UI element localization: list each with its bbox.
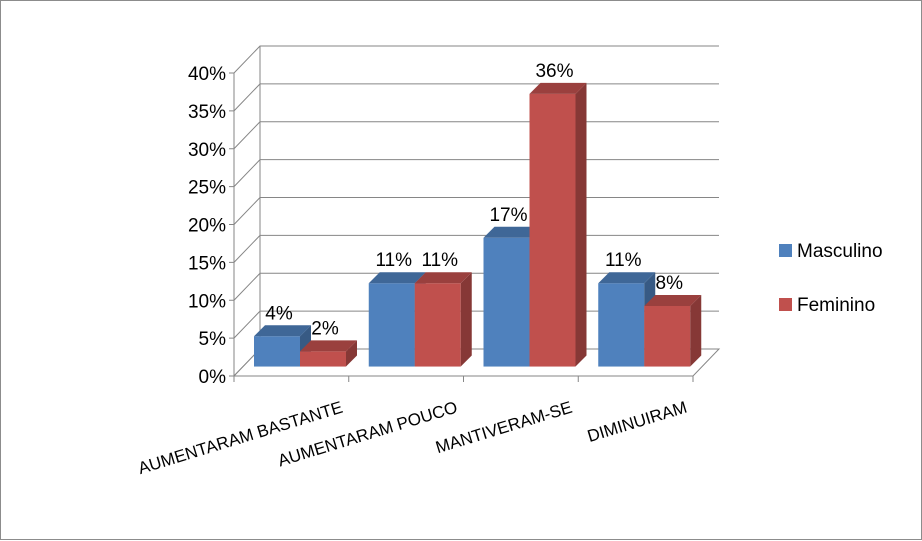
- bar-feminino-side: [690, 294, 702, 367]
- y-tick-label: 25%: [188, 178, 226, 199]
- y-tick-label: 5%: [199, 329, 227, 350]
- gridline: [233, 45, 719, 74]
- bar-feminino-side: [346, 340, 357, 367]
- data-label: 36%: [535, 61, 573, 82]
- data-label: 11%: [421, 250, 458, 271]
- data-label: 8%: [656, 273, 684, 294]
- data-label: 17%: [489, 205, 527, 226]
- bar-feminino-top: [300, 340, 357, 352]
- bar-masculino-front: [598, 283, 645, 367]
- bar-feminino-front: [529, 93, 576, 367]
- y-tick-label: 0%: [199, 367, 227, 388]
- gridline: [233, 83, 719, 112]
- bar-feminino-top: [529, 82, 587, 94]
- bar-masculino-front: [368, 283, 415, 367]
- bar-feminino-side: [575, 82, 587, 367]
- legend-label-masculino: Masculino: [797, 241, 883, 262]
- bar-masculino-top: [483, 226, 541, 238]
- data-label: 2%: [311, 318, 339, 339]
- bar-feminino-top: [644, 294, 702, 306]
- gridline: [233, 234, 719, 263]
- bar-masculino-front: [483, 237, 530, 367]
- y-tick-label: 40%: [188, 64, 226, 85]
- y-tick-label: 35%: [188, 102, 226, 123]
- data-label: 11%: [375, 250, 412, 271]
- category-label: DIMINUIRAM: [585, 398, 689, 446]
- legend-swatch-masculino: [779, 244, 792, 257]
- y-tick-label: 10%: [188, 291, 226, 312]
- category-label: AUMENTARAM BASTANTE: [136, 398, 345, 478]
- bar-feminino-front: [300, 351, 346, 367]
- data-label: 11%: [605, 250, 642, 271]
- bar-masculino-front: [254, 336, 300, 367]
- bar-feminino-front: [414, 283, 461, 367]
- gridline: [233, 159, 719, 187]
- bar-masculino-top: [598, 272, 656, 284]
- bar-feminino-top: [414, 272, 472, 284]
- gridline: [233, 197, 719, 225]
- bar-feminino-side: [460, 272, 472, 367]
- y-tick-label: 15%: [188, 253, 226, 274]
- bar-masculino-top: [254, 325, 311, 337]
- gridline: [233, 121, 719, 150]
- data-label: 4%: [265, 303, 293, 324]
- bar-masculino-top: [368, 272, 426, 284]
- legend-swatch-feminino: [779, 298, 792, 311]
- bar-feminino-front: [644, 305, 691, 367]
- y-tick-label: 20%: [188, 216, 226, 237]
- legend-label-feminino: Feminino: [797, 295, 875, 316]
- y-tick-label: 30%: [188, 140, 226, 161]
